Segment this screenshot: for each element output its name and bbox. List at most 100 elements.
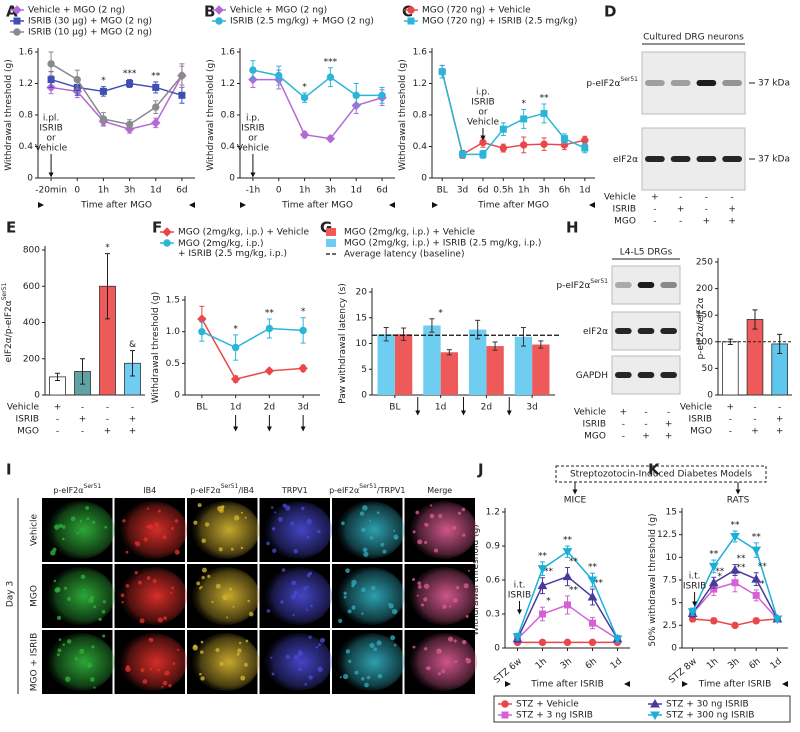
image-column-label-sup: Ser51 [359,483,377,490]
micrograph-cell [174,519,179,523]
micrograph-cell [139,618,145,624]
y-tick-label: 0.3 [486,610,500,620]
micrograph-cell [135,541,141,547]
micrograph-cell [290,521,295,526]
condition-sign: - [644,420,647,430]
micrograph-cell [266,541,270,546]
model-label: MICE [564,496,587,506]
data-point [710,617,718,625]
micrograph-cell [298,667,302,672]
x-tick-label: 1h [705,657,720,672]
micrograph-cell [359,511,365,516]
x-label-arrow [389,202,395,208]
micrograph-cell [442,604,447,609]
micrograph-cell [351,605,356,610]
data-point [326,73,335,81]
micrograph-tissue [336,633,405,691]
blot-band [615,328,632,334]
legend-swatch [326,228,336,236]
data-point [687,608,698,617]
panel-label: H [566,219,579,237]
blot-band [722,156,742,162]
series-line [50,78,183,97]
micrograph-cell [271,527,276,531]
condition-sign: - [679,193,682,203]
y-tick-label: 200 [23,354,40,364]
data-point [499,125,507,133]
x-label-arrow [38,202,44,208]
micrograph-tissue [191,501,260,559]
micrograph-cell [315,646,319,649]
micrograph-cell [308,571,312,576]
note-text: ISRIB [508,591,531,601]
data-point [560,135,568,143]
micrograph-cell [220,505,225,509]
x-tick-label: 3d [526,403,537,413]
micrograph-cell [240,546,244,550]
significance-mark: * [760,579,765,589]
y-tick-label: 0.4 [19,142,34,152]
y-tick-label: 100 [696,337,713,347]
micrograph-cell [236,652,240,656]
significance-mark: ** [544,567,554,577]
micrograph-cell [452,597,458,603]
micrograph-cell [201,538,206,544]
micrograph-cell [85,506,90,510]
x-tick-label: BL [389,403,400,413]
series-line [201,318,304,381]
condition-sign: + [104,427,112,437]
micrograph-cell [319,637,325,643]
x-tick-label: 1d [435,403,446,413]
y-tick-label: 1.6 [221,48,236,58]
data-point [587,576,598,586]
image-column-label: p-eIF2αSer51/TRPV1 [329,483,405,495]
note-text: or [46,134,56,144]
micrograph-cell [125,666,131,672]
micrograph-cell [382,549,387,554]
x-tick-label: 3h [538,186,549,196]
micrograph-cell [70,516,76,522]
y-axis-label-main: Paw withdrawal latency (s) [338,283,348,404]
y-tick-label: 0.8 [413,111,428,121]
micrograph-cell [342,673,349,680]
data-point [99,115,108,123]
significance-mark: ** [569,557,579,567]
data-point [249,66,257,74]
y-tick-label: 250 [696,258,713,268]
note-text: or [248,134,258,144]
note-text: i.p. [246,114,260,124]
image-column-label: IB4 [143,486,156,495]
micrograph-cell [447,636,454,642]
micrograph-cell [316,529,321,534]
blot-row-label-main: p-eIF2α [556,281,590,291]
micrograph-cell [463,583,469,589]
data-point [537,565,548,574]
data-point [231,343,240,352]
significance-mark: ** [151,71,161,81]
micrograph-cell [449,605,452,608]
micrograph-cell [161,685,164,688]
micrograph-cell [152,579,157,584]
x-tick-label: 6h [559,186,570,196]
micrograph-tissue [264,633,333,691]
data-point [539,610,546,618]
data-point [519,141,528,149]
blot-row-label: GAPDH [576,371,608,381]
micrograph-cell [465,615,469,618]
micrograph-cell [196,581,201,586]
x-tick-label: 1d [609,657,624,672]
micrograph-cell [237,648,242,653]
micrograph-cell [373,647,377,652]
micrograph-cell [58,523,63,528]
y-tick-label: 0.8 [19,111,34,121]
significance-mark: * [101,76,106,86]
micrograph-cell [347,609,352,614]
micrograph-cell [64,586,68,590]
micrograph-cell [143,537,148,542]
micrograph-cell [91,645,95,649]
condition-name: Vehicle [680,403,713,413]
micrograph-cell [53,579,57,583]
micrograph-cell [56,653,60,657]
micrograph-cell [293,655,299,660]
